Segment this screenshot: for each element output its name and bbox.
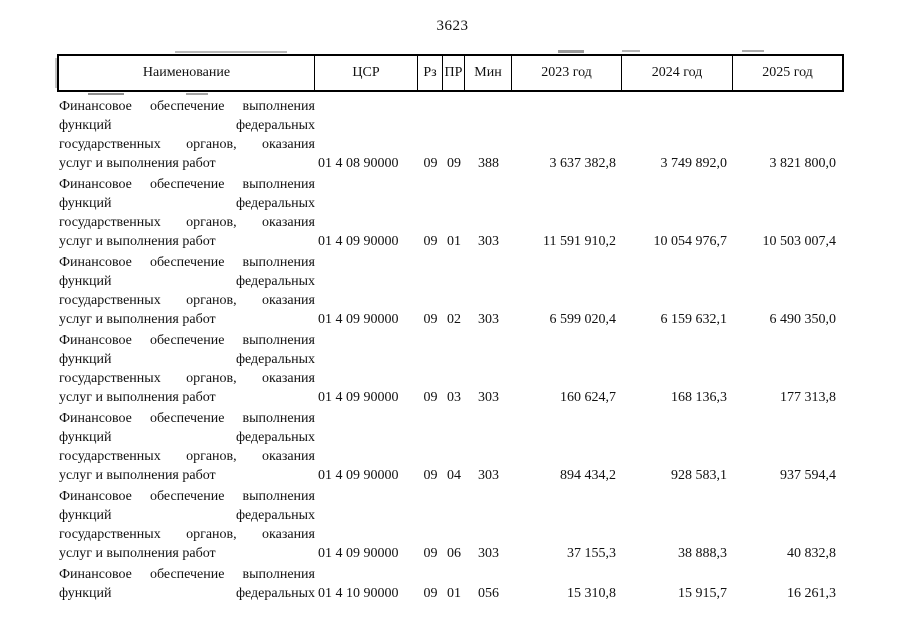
row-name-cell: Финансовое обеспечение выполнения функций фе… [59,333,315,405]
header-cell-csr: ЦСР [315,56,418,90]
header-cell-pr: ПР [443,56,465,90]
pr-cell: 03 [447,390,461,405]
year-2025-cell: 3 821 800,0 [769,156,837,171]
pr-cell: 09 [447,156,461,171]
row-name-cell: Финансовое обеспечение выполнения функций фе… [59,177,315,249]
scan-artifact [186,93,208,95]
year-2025-cell: 937 594,4 [780,468,836,483]
csr-cell: 01 4 10 90000 [318,586,399,601]
row-name-cell: Финансовое обеспечение выполнения функций фе… [59,411,315,483]
header-cell-rz: Рз [418,56,443,90]
pr-cell: 02 [447,312,461,327]
table-body: Финансовое обеспечение выполнения функций фе… [59,97,842,605]
csr-cell: 01 4 08 90000 [318,156,399,171]
min-cell: 303 [478,468,499,483]
csr-cell: 01 4 09 90000 [318,468,399,483]
year-2025-cell: 40 832,8 [787,546,836,561]
year-2023-cell: 6 599 020,4 [549,312,617,327]
header-cell-2024: 2024 год [622,56,733,90]
csr-cell: 01 4 09 90000 [318,312,399,327]
year-2023-cell: 3 637 382,8 [549,156,617,171]
scan-artifact [558,50,584,53]
scan-artifact [88,93,124,95]
year-2025-cell: 16 261,3 [787,586,836,601]
rz-cell: 09 [423,468,438,483]
table-row: Финансовое обеспечение выполнения функций фе… [59,253,842,329]
min-cell: 056 [478,586,499,601]
pr-cell: 04 [447,468,461,483]
csr-cell: 01 4 09 90000 [318,390,399,405]
table-row: Финансовое обеспечение выполнения функций фе… [59,97,842,173]
year-2024-cell: 6 159 632,1 [660,312,728,327]
scan-artifact [742,50,764,52]
rz-cell: 09 [423,390,438,405]
min-cell: 303 [478,312,499,327]
year-2024-cell: 15 915,7 [678,586,727,601]
min-cell: 303 [478,390,499,405]
scan-artifact [175,51,287,53]
csr-cell: 01 4 09 90000 [318,234,399,249]
year-2025-cell: 177 313,8 [780,390,836,405]
year-2024-cell: 168 136,3 [671,390,727,405]
year-2024-cell: 38 888,3 [678,546,727,561]
year-2024-cell: 928 583,1 [671,468,727,483]
scan-artifact [622,50,640,52]
table-row: Финансовое обеспечение выполнения функций фе… [59,487,842,563]
row-name-cell: Финансовое обеспечение выполнения функций фе… [59,567,315,601]
year-2023-cell: 160 624,7 [560,390,616,405]
pr-cell: 01 [447,586,461,601]
pr-cell: 01 [447,234,461,249]
rz-cell: 09 [423,586,438,601]
year-2024-cell: 3 749 892,0 [660,156,728,171]
rz-cell: 09 [423,156,438,171]
min-cell: 303 [478,546,499,561]
year-2023-cell: 894 434,2 [560,468,616,483]
header-cell-min: Мин [465,56,512,90]
table-row: Финансовое обеспечение выполнения функций фе… [59,175,842,251]
csr-cell: 01 4 09 90000 [318,546,399,561]
year-2023-cell: 37 155,3 [567,546,616,561]
header-cell-2025: 2025 год [762,65,813,80]
table-header-row: Наименование ЦСР Рз ПР Мин 2023 год 2024… [57,54,844,92]
year-2025-cell: 10 503 007,4 [762,234,837,249]
table-row: Финансовое обеспечение выполнения функций фе… [59,565,842,603]
table-row: Финансовое обеспечение выполнения функций фе… [59,331,842,407]
rz-cell: 09 [423,546,438,561]
min-cell: 303 [478,234,499,249]
min-cell: 388 [478,156,499,171]
year-2023-cell: 15 310,8 [567,586,616,601]
table-row: Финансовое обеспечение выполнения функций фе… [59,409,842,485]
rz-cell: 09 [423,312,438,327]
year-2024-cell: 10 054 976,7 [653,234,728,249]
row-name-cell: Финансовое обеспечение выполнения функций фе… [59,99,315,171]
rz-cell: 09 [423,234,438,249]
row-name-cell: Финансовое обеспечение выполнения функций фе… [59,489,315,561]
header-cell-name: Наименование [59,56,315,90]
year-2023-cell: 11 591 910,2 [543,234,616,249]
year-2025-cell: 6 490 350,0 [769,312,837,327]
page-number: 3623 [436,18,469,34]
row-name-cell: Финансовое обеспечение выполнения функций фе… [59,255,315,327]
header-cell-2023: 2023 год [512,56,622,90]
pr-cell: 06 [447,546,461,561]
